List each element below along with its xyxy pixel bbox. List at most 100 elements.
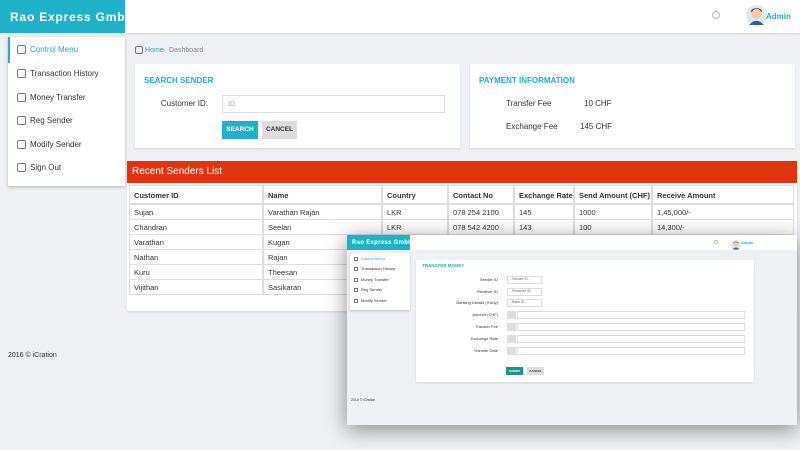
select-placeholder: - Sender ID - (510, 277, 531, 281)
menu-icon (17, 93, 26, 102)
table-header-cell: Receive Amount (652, 185, 794, 204)
select[interactable] (507, 299, 542, 307)
info-value: 145 CHF (580, 122, 613, 131)
menu-icon (354, 288, 358, 292)
menu-icon (354, 299, 358, 303)
table-cell: Kuru (129, 264, 263, 280)
menu-item: Modify Sender (361, 298, 387, 303)
sidebar-accent (8, 37, 10, 63)
menu-icon (17, 69, 26, 78)
table-cell: Chandran (129, 219, 263, 235)
table-cell: LKR (382, 204, 448, 220)
select[interactable] (507, 288, 542, 296)
table-cell: Seelan (263, 219, 382, 235)
footer: 2016 © iCration (351, 398, 376, 402)
footer: 2016 © iCration (8, 352, 57, 359)
table-header-cell: Customer ID (129, 185, 263, 204)
table-cell: 078 254 2100 (448, 204, 514, 220)
overlay-screenshot: Rao Express GmbH Admin Control Menu Transac… (347, 235, 797, 425)
card-title: SEARCH SENDER (144, 76, 214, 85)
menu-item[interactable]: Control Menu (30, 45, 79, 54)
field-label: Banking Details (If Any) (456, 300, 498, 305)
table-cell: Varathan (129, 234, 263, 250)
table-cell: 143 (514, 219, 574, 235)
field-label: Customer ID: (160, 99, 208, 108)
field-label: Receiver ID (477, 289, 498, 294)
input[interactable] (517, 311, 745, 319)
menu-item[interactable]: Transaction History (30, 69, 99, 78)
info-label: Transfer Fee (506, 99, 552, 108)
input[interactable] (517, 335, 745, 343)
select-placeholder: - Receiver ID - (510, 289, 533, 293)
input[interactable] (517, 323, 745, 331)
breadcrumb-home[interactable]: Home (145, 47, 164, 54)
cancel-button[interactable]: CANCEL (262, 121, 297, 139)
menu-item[interactable]: Sign Out (30, 163, 62, 172)
table-cell: Sujan (129, 204, 263, 220)
card-title: TRANSFER MONEY (422, 263, 465, 268)
brand (347, 235, 410, 250)
menu-icon (354, 267, 358, 271)
brand-text: Rao Express GmbH (352, 240, 413, 246)
table-header-cell: Send Amount (CHF) (574, 185, 652, 204)
submit-button[interactable]: SUBMIT (506, 367, 523, 375)
cancel-button[interactable]: CANCEL (527, 367, 544, 375)
info-label: Exchange Fee (506, 122, 558, 131)
field-label: Exchange Rate (470, 336, 498, 341)
input-addon (507, 311, 516, 319)
table-cell: 100 (574, 219, 652, 235)
input[interactable] (517, 347, 745, 355)
table-cell: Nathan (129, 249, 263, 265)
avatar-icon (746, 5, 767, 26)
table-cell: 1,45,000/- (652, 204, 794, 220)
user-name: Admin (741, 240, 754, 245)
panel-title: Recent Senders List (132, 166, 223, 177)
menu-item: Reg Sender (361, 287, 383, 292)
menu-icon (135, 46, 143, 54)
input-addon (507, 335, 516, 343)
menu-item: Money Transfer (361, 277, 389, 282)
table-cell: 078 542 4200 (448, 219, 514, 235)
menu-icon (354, 257, 358, 261)
avatar (731, 237, 741, 250)
menu-icon (17, 45, 26, 54)
field-label: Transfer Date (473, 348, 498, 353)
menu-item: Control Menu (361, 256, 386, 261)
field-label: Transfer Fee (475, 324, 498, 329)
breadcrumb-current: Dashboard (169, 47, 204, 54)
payment-card (470, 64, 795, 148)
sidebar (350, 253, 410, 310)
table-cell: 145 (514, 204, 574, 220)
menu-icon (17, 116, 26, 125)
top-bar (347, 235, 797, 250)
user-name[interactable]: Admin (766, 12, 791, 21)
input-addon (507, 347, 516, 355)
select[interactable] (507, 276, 542, 284)
select-placeholder: - Bank ID - (510, 300, 527, 304)
table-header-cell: Exchange Rate (514, 185, 574, 204)
table-cell: LKR (382, 219, 448, 235)
search-icon (714, 240, 718, 244)
menu-item: Transaction History (361, 266, 396, 271)
table-cell: 1000 (574, 204, 652, 220)
avatar-icon (731, 240, 741, 250)
table-cell: Varathan Rajan (263, 204, 382, 220)
search-icon[interactable] (712, 11, 720, 19)
input-customer-id[interactable] (222, 95, 445, 113)
brand (0, 0, 125, 33)
search-button[interactable]: SEARCH (222, 121, 258, 139)
field-label: Sender ID (479, 277, 498, 282)
menu-item[interactable]: Modify Sender (30, 140, 82, 149)
field-label: Amount (CHF) (472, 312, 498, 317)
transfer-card (416, 260, 754, 382)
table-cell: Vijithan (129, 279, 263, 295)
breadcrumb-sep: › (163, 47, 166, 54)
menu-item[interactable]: Reg Sender (30, 116, 73, 125)
table-header-cell: Contact No (448, 185, 514, 204)
menu-icon (354, 278, 358, 282)
table-header-cell: Country (382, 185, 448, 204)
menu-icon (17, 140, 26, 149)
menu-item[interactable]: Money Transfer (30, 93, 86, 102)
input-placeholder: ID (228, 101, 235, 108)
